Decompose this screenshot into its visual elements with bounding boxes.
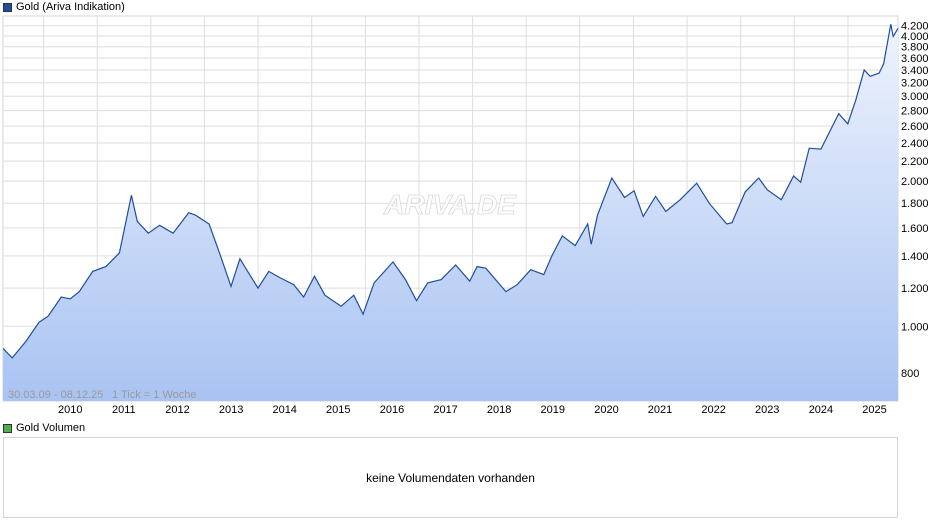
x-tick-label: 2019 — [540, 404, 564, 416]
y-tick-label: 2.200 — [901, 156, 929, 168]
y-tick-label: 1.600 — [901, 223, 929, 235]
volume-legend-swatch — [3, 423, 12, 433]
volume-panel: keine Volumendaten vorhanden — [3, 437, 898, 518]
y-tick-label: 3.200 — [901, 78, 929, 90]
y-tick-label: 1.200 — [901, 283, 929, 295]
x-tick-label: 2022 — [701, 404, 725, 416]
y-axis: 800 1.000 1.200 1.400 1.600 1.800 2.000 2.200 2.… — [901, 21, 929, 380]
price-legend-swatch — [3, 2, 12, 12]
y-tick-label: 3.600 — [901, 53, 929, 65]
y-tick-label: 2.400 — [901, 138, 929, 150]
x-tick-label: 2020 — [594, 404, 618, 416]
watermark: ARIVA.DE — [383, 189, 517, 220]
y-tick-label: 1.400 — [901, 251, 929, 263]
x-tick-label: 2024 — [809, 404, 833, 416]
x-tick-label: 2023 — [755, 404, 779, 416]
price-area — [3, 24, 898, 402]
x-tick-label: 2010 — [58, 404, 82, 416]
y-tick-label: 4.200 — [901, 21, 929, 33]
y-tick-label: 2.800 — [901, 106, 929, 118]
date-range-label: 30.03.09 - 08.12.25 — [8, 389, 103, 401]
tick-info-label: 1 Tick = 1 Woche — [112, 389, 196, 401]
x-tick-label: 2015 — [326, 404, 350, 416]
x-tick-label: 2014 — [272, 404, 296, 416]
price-line — [2, 24, 899, 359]
y-tick-label: 800 — [901, 368, 919, 380]
x-tick-label: 2016 — [380, 404, 404, 416]
x-tick-label: 2012 — [165, 404, 189, 416]
y-tick-label: 3.000 — [901, 91, 929, 103]
price-legend-label: Gold (Ariva Indikation) — [16, 1, 125, 13]
volume-legend-label: Gold Volumen — [16, 422, 86, 434]
price-chart: ARIVA.DE 800 1.000 1.200 1.400 1.600 1.800 2.0… — [2, 15, 929, 416]
y-tick-label: 2.600 — [901, 121, 929, 133]
volume-empty-message: keine Volumendaten vorhanden — [366, 470, 535, 485]
x-tick-label: 2011 — [112, 404, 136, 416]
y-tick-label: 1.800 — [901, 198, 929, 210]
y-tick-label: 2.000 — [901, 176, 929, 188]
x-axis: 2010 2011 2012 2013 2014 2015 2016 2017 2018 2019… — [58, 404, 887, 416]
y-tick-label: 3.400 — [901, 65, 929, 77]
x-tick-label: 2018 — [487, 404, 511, 416]
volume-legend: Gold Volumen — [3, 421, 85, 435]
x-tick-label: 2013 — [219, 404, 243, 416]
y-tick-label: 1.000 — [901, 321, 929, 333]
x-tick-label: 2021 — [648, 404, 672, 416]
price-legend: Gold (Ariva Indikation) — [3, 0, 125, 14]
y-tick-label: 4.000 — [901, 31, 929, 43]
x-tick-label: 2025 — [862, 404, 886, 416]
x-tick-label: 2017 — [433, 404, 457, 416]
y-tick-label: 3.800 — [901, 42, 929, 54]
